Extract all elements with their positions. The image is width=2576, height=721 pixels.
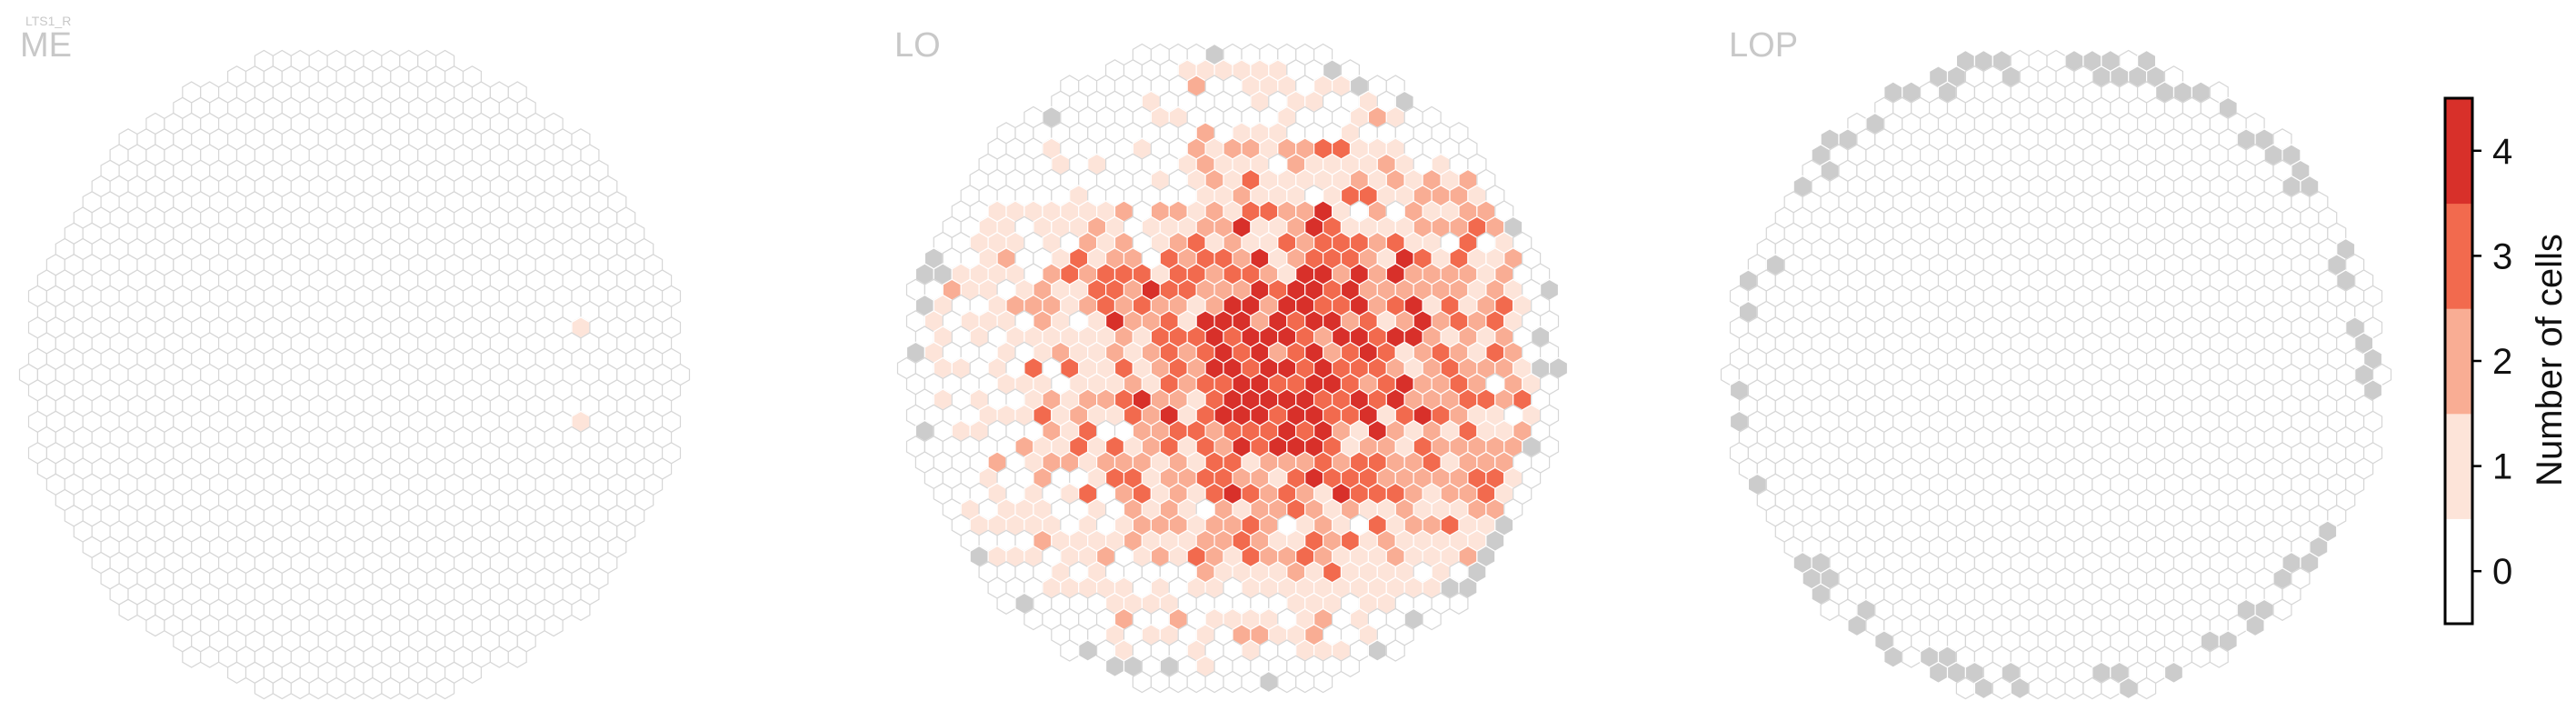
column-hex [2272, 598, 2292, 621]
column-hex [996, 592, 1016, 615]
colorbar-segment [2445, 518, 2472, 625]
colorbar-tick-label: 2 [2492, 342, 2512, 382]
column-hex [182, 646, 202, 668]
column-hex [145, 614, 165, 637]
panel-title-lop: LOP [1729, 26, 1798, 65]
column-hex [1150, 670, 1170, 694]
column-hex [507, 646, 527, 668]
column-hex [2028, 676, 2048, 700]
column-hex [1340, 655, 1360, 677]
missing-column-hex [2163, 661, 2183, 684]
column-hex [435, 676, 455, 700]
column-hex [544, 614, 564, 637]
column-hex [1204, 670, 1224, 694]
missing-column-hex [2119, 676, 2139, 700]
column-hex [571, 598, 591, 621]
column-hex [462, 661, 482, 684]
column-hex [118, 598, 138, 621]
column-hex [1168, 670, 1188, 694]
column-hex [1955, 676, 1975, 700]
column-hex [1422, 607, 1442, 631]
panel-title-me: ME [20, 26, 72, 65]
colorbar-segment [2445, 98, 2472, 205]
column-hex [1295, 670, 1315, 694]
column-hex [1902, 646, 1922, 668]
column-hex [290, 676, 310, 700]
column-hex [1277, 670, 1297, 694]
colorbar-tick-label: 4 [2492, 132, 2512, 172]
column-hex [1820, 598, 1840, 621]
colorbar-tick-label: 0 [2492, 552, 2512, 592]
colorbar: 0 1 2 3 4 [2443, 96, 2512, 626]
column-hex [399, 676, 419, 700]
column-hex [1060, 639, 1080, 662]
panel-lo-hexmap [896, 43, 1569, 694]
column-hex [2082, 676, 2102, 700]
column-hex [2137, 676, 2157, 700]
column-hex [2101, 676, 2121, 700]
column-hex [489, 646, 509, 668]
figure-tag: LTS1_R [25, 14, 71, 28]
colorbar-label: Number of cells [2530, 234, 2570, 486]
column-hex [1449, 592, 1469, 615]
colorbar-segment [2445, 413, 2472, 519]
column-hex [381, 676, 401, 700]
panel-lop-hexmap [1720, 49, 2392, 700]
column-hex [200, 646, 220, 668]
column-hex [344, 676, 364, 700]
column-hex [326, 676, 346, 700]
colorbar-tick-label: 1 [2492, 447, 2512, 487]
column-hex [272, 676, 292, 700]
column-hex [2064, 676, 2084, 700]
panel-title-lo: LO [894, 26, 941, 65]
column-hex [1992, 676, 2012, 700]
missing-column-hex [1883, 646, 1903, 668]
colorbar-segment [2445, 203, 2472, 309]
column-hex [1241, 670, 1261, 694]
missing-column-hex [1847, 614, 1867, 637]
column-hex [1186, 670, 1206, 694]
column-hex [1313, 670, 1333, 694]
column-hex [2191, 646, 2211, 668]
column-hex [417, 676, 437, 700]
column-hex [227, 661, 247, 684]
column-hex [2209, 646, 2229, 668]
column-hex [2046, 676, 2066, 700]
missing-column-hex [1973, 676, 1993, 700]
missing-column-hex [2245, 614, 2265, 637]
column-hex [1132, 670, 1152, 694]
colorbar-tick-label: 3 [2492, 236, 2512, 276]
panel-me-hexmap [18, 49, 691, 700]
column-hex [1223, 670, 1243, 694]
missing-column-hex [1105, 655, 1125, 677]
missing-column-hex [1367, 639, 1387, 662]
missing-column-hex [2010, 676, 2030, 700]
colorbar-segment [2445, 308, 2472, 415]
column-hex [1023, 607, 1043, 631]
missing-column-hex [1259, 670, 1279, 694]
column-hex [363, 676, 383, 700]
column-hex [1385, 639, 1405, 662]
column-hex [308, 676, 328, 700]
column-hex [254, 676, 274, 700]
missing-column-hex [1929, 661, 1949, 684]
missing-column-hex [1078, 639, 1098, 662]
